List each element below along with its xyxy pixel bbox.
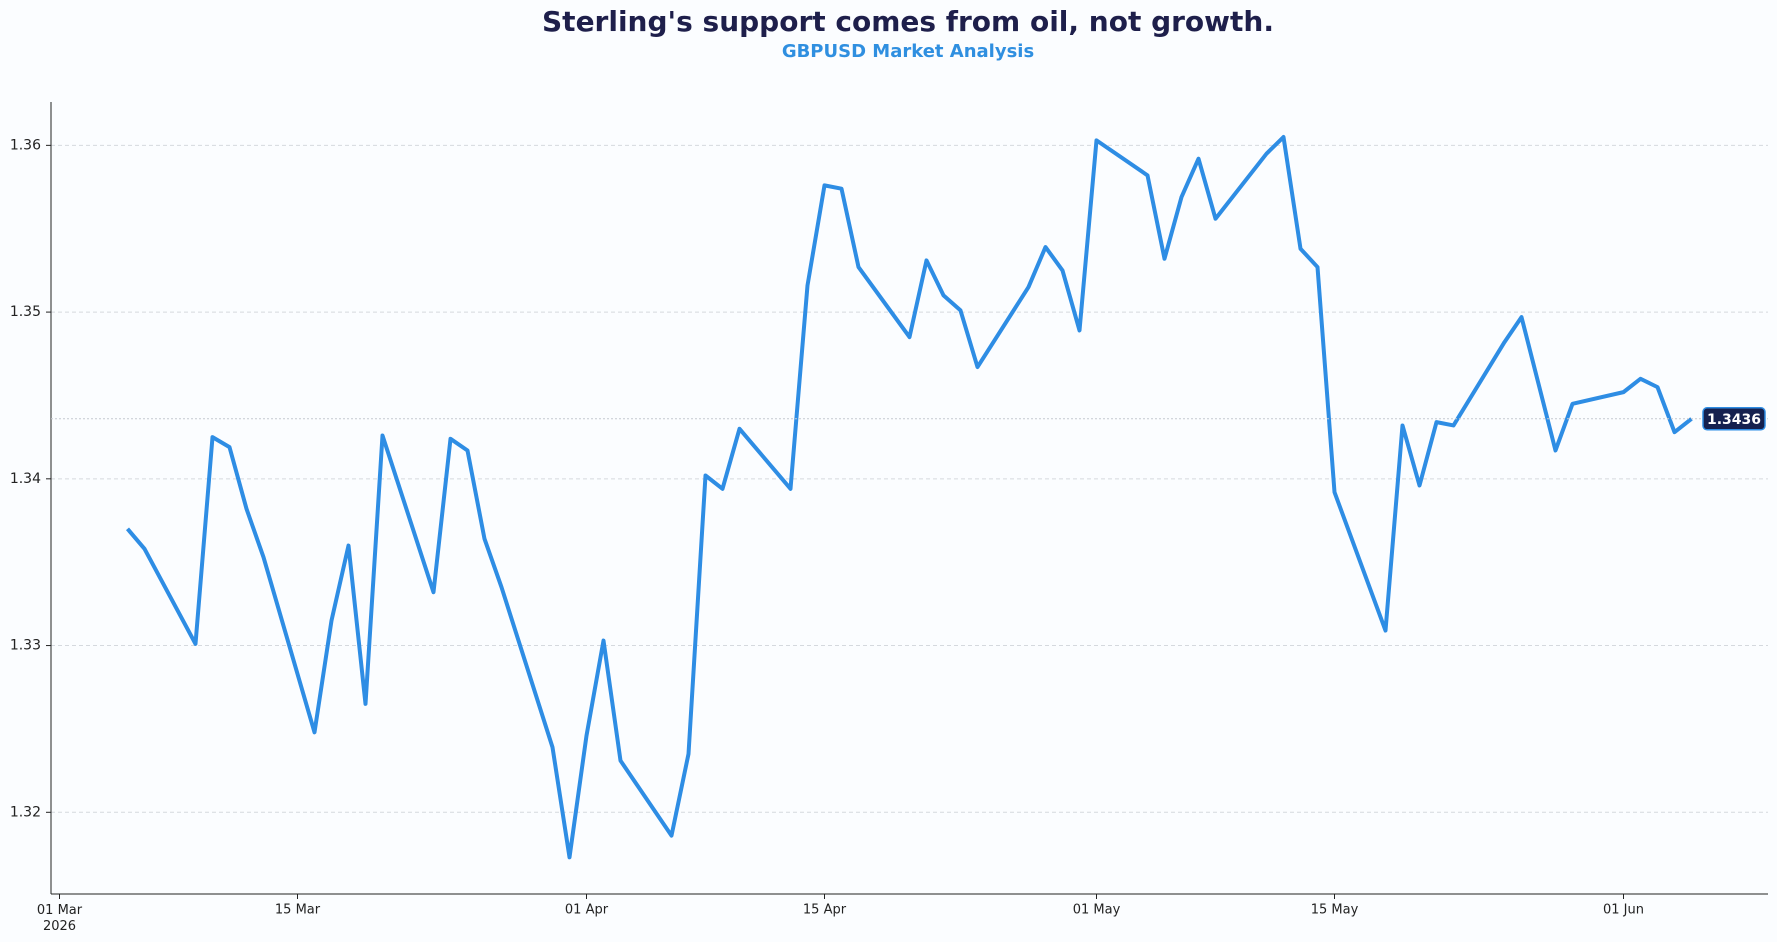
x-tick-label: 15 Apr [803,903,847,918]
x-tick-label: 01 Apr [565,903,609,918]
y-tick-label: 1.33 [10,638,41,654]
y-tick-label: 1.35 [10,304,41,320]
chart-subtitle: GBPUSD Market Analysis [782,41,1034,62]
x-tick-label: 01 Mar 2026 [37,903,83,934]
last-value-label: 1.3436 [1707,412,1761,428]
chart-title: Sterling's support comes from oil, not g… [542,5,1274,38]
last-value-badge: 1.3436 [1702,407,1766,431]
x-tick-label: 15 Mar [275,903,321,918]
x-tick-label: 15 May [1311,903,1359,918]
y-tick-label: 1.34 [10,471,41,487]
x-tick-label: 01 May [1073,903,1121,918]
x-tick-label: 01 Jun [1603,903,1644,918]
x-tick-label-line: 2026 [43,919,76,934]
x-tick-label-line: 01 Mar [37,903,83,918]
y-tick-label: 1.36 [10,137,41,153]
last-value-box [1702,407,1766,431]
y-tick-label: 1.32 [10,804,41,820]
price-line [125,135,1693,860]
